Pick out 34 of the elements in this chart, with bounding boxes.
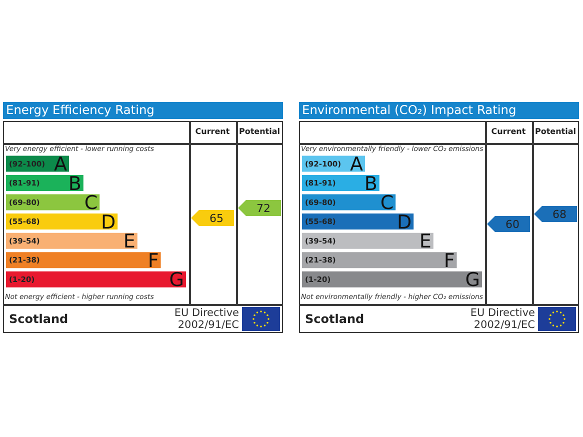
chart-title: Energy Efficiency Rating xyxy=(6,102,154,119)
bar xyxy=(302,271,482,288)
text: Potential xyxy=(238,126,281,138)
annotation: A xyxy=(54,153,67,176)
annotation: G xyxy=(465,269,480,292)
annotation: C xyxy=(380,192,394,214)
rating-arrow: 60 xyxy=(487,216,530,232)
rating-arrow: 65 xyxy=(191,210,234,226)
bar xyxy=(6,232,138,249)
text: Scotland xyxy=(9,312,68,326)
annotation: D xyxy=(396,211,412,234)
chart-title: Environmental (CO₂) Impact Rating xyxy=(302,102,516,119)
annotation: B xyxy=(364,172,378,195)
annotation: B xyxy=(68,172,82,195)
annotation: E xyxy=(123,230,136,253)
text: EU Directive 2002/91/EC xyxy=(173,307,239,331)
bar xyxy=(302,252,457,268)
rating-arrow: 72 xyxy=(238,200,281,216)
text: Potential xyxy=(534,126,577,138)
annotation: E xyxy=(419,230,432,253)
text: Scotland xyxy=(305,312,364,326)
annotation: F xyxy=(148,250,159,272)
annotation: F xyxy=(444,250,455,272)
annotation: D xyxy=(100,211,116,234)
annotation: C xyxy=(84,192,98,214)
text: Current xyxy=(490,126,527,138)
bar xyxy=(302,232,434,249)
annotation: A xyxy=(350,153,363,176)
text: Current xyxy=(194,126,231,138)
rating-arrow: 68 xyxy=(534,206,577,222)
bar xyxy=(6,271,186,288)
annotation: G xyxy=(169,269,184,292)
text: EU Directive 2002/91/EC xyxy=(469,307,535,331)
bar xyxy=(6,252,161,268)
